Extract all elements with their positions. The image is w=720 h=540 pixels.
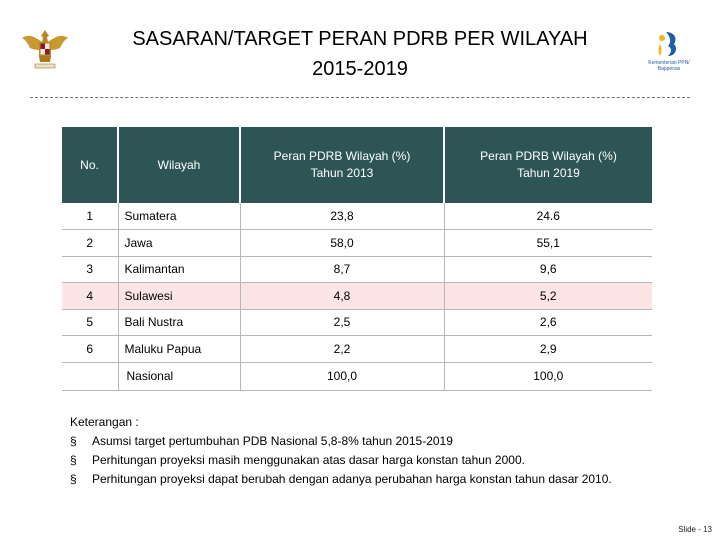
cell-total-label: Nasional bbox=[117, 362, 240, 391]
title-line2: 2015-2019 bbox=[312, 58, 408, 80]
note-text: Perhitungan proyeksi masih menggunakan a… bbox=[92, 453, 525, 467]
cell-2019: 2,6 bbox=[443, 309, 652, 336]
cell-2013: 58,0 bbox=[239, 229, 444, 257]
cell-no: 3 bbox=[62, 256, 118, 283]
list-item: § Perhitungan proyeksi masih menggunakan … bbox=[70, 451, 612, 470]
cell-2019: 55,1 bbox=[443, 229, 652, 257]
table-row: 3 Kalimantan 8,7 9,6 bbox=[62, 256, 652, 283]
cell-2019: 5,2 bbox=[443, 282, 652, 310]
cell-wilayah: Bali Nustra bbox=[117, 309, 240, 336]
cell-wilayah: Sulawesi bbox=[117, 282, 240, 310]
cell-2013: 8,7 bbox=[239, 256, 444, 283]
header-2013-year: Tahun 2013 bbox=[310, 166, 374, 180]
logo-text-line2: Bappenas bbox=[657, 66, 681, 72]
cell-no: 1 bbox=[62, 203, 118, 230]
table-row: 4 Sulawesi 4,8 5,2 bbox=[62, 282, 652, 310]
cell-wilayah: Sumatera bbox=[117, 203, 240, 230]
cell-no: 6 bbox=[62, 335, 118, 363]
notes-heading: Keterangan : bbox=[70, 415, 139, 429]
cell-wilayah: Maluku Papua bbox=[117, 335, 240, 363]
cell-total-2019: 100,0 bbox=[443, 362, 652, 391]
title-line1: SASARAN/TARGET PERAN PDRB PER WILAYAH bbox=[132, 28, 588, 50]
cell-wilayah: Kalimantan bbox=[117, 256, 240, 283]
list-item: § Perhitungan proyeksi dapat berubah deng… bbox=[70, 470, 612, 489]
table-total-row: Nasional 100,0 100,0 bbox=[62, 362, 652, 391]
divider bbox=[30, 97, 690, 98]
note-text: Asumsi target pertumbuhan PDB Nasional 5… bbox=[92, 434, 453, 448]
header-2019: Peran PDRB Wilayah (%) Tahun 2019 bbox=[443, 127, 652, 203]
header-2013-label: Peran PDRB Wilayah (%) bbox=[273, 149, 411, 163]
logo-text-line1: Kementerian PPN/ bbox=[648, 60, 690, 66]
table-header-row: No. Wilayah Peran PDRB Wilayah (%) Tahun… bbox=[62, 127, 652, 203]
page-title: SASARAN/TARGET PERAN PDRB PER WILAYAH 20… bbox=[90, 24, 630, 84]
pdrb-table: No. Wilayah Peran PDRB Wilayah (%) Tahun… bbox=[62, 127, 652, 391]
cell-2013: 2,5 bbox=[239, 309, 444, 336]
table-row: 1 Sumatera 23,8 24.6 bbox=[62, 203, 652, 230]
list-item: § Asumsi target pertumbuhan PDB Nasional … bbox=[70, 432, 612, 451]
table-row: 6 Maluku Papua 2,2 2,9 bbox=[62, 335, 652, 363]
cell-2013: 4,8 bbox=[239, 282, 444, 310]
cell-2019: 24.6 bbox=[443, 203, 652, 230]
notes: Keterangan : § Asumsi target pertumbuhan … bbox=[70, 413, 612, 489]
cell-2013: 23,8 bbox=[239, 203, 444, 230]
table-row: 2 Jawa 58,0 55,1 bbox=[62, 229, 652, 257]
bullet-icon: § bbox=[70, 453, 77, 467]
header-wilayah: Wilayah bbox=[117, 127, 240, 203]
bullet-icon: § bbox=[70, 472, 77, 486]
cell-wilayah: Jawa bbox=[117, 229, 240, 257]
notes-list: § Asumsi target pertumbuhan PDB Nasional … bbox=[70, 432, 612, 489]
header-2019-label: Peran PDRB Wilayah (%) bbox=[480, 149, 617, 163]
note-text: Perhitungan proyeksi dapat berubah denga… bbox=[92, 472, 612, 486]
header-2013: Peran PDRB Wilayah (%) Tahun 2013 bbox=[239, 127, 444, 203]
cell-no: 2 bbox=[62, 229, 118, 257]
cell-no: 4 bbox=[62, 282, 118, 310]
bappenas-logo-icon bbox=[658, 32, 676, 56]
cell-no-empty bbox=[62, 362, 118, 391]
header-2019-year: Tahun 2019 bbox=[517, 166, 580, 180]
cell-2019: 9,6 bbox=[443, 256, 652, 283]
cell-2019: 2,9 bbox=[443, 335, 652, 363]
garuda-emblem-icon bbox=[22, 30, 68, 69]
cell-total-2013: 100,0 bbox=[239, 362, 444, 391]
bappenas-logo: Kementerian PPN/ Bappenas bbox=[640, 28, 698, 78]
bullet-icon: § bbox=[70, 434, 77, 448]
cell-2013: 2,2 bbox=[239, 335, 444, 363]
cell-no: 5 bbox=[62, 309, 118, 336]
table-row: 5 Bali Nustra 2,5 2,6 bbox=[62, 309, 652, 336]
slide-number: Slide - 13 bbox=[678, 525, 712, 534]
header-no: No. bbox=[62, 127, 118, 203]
